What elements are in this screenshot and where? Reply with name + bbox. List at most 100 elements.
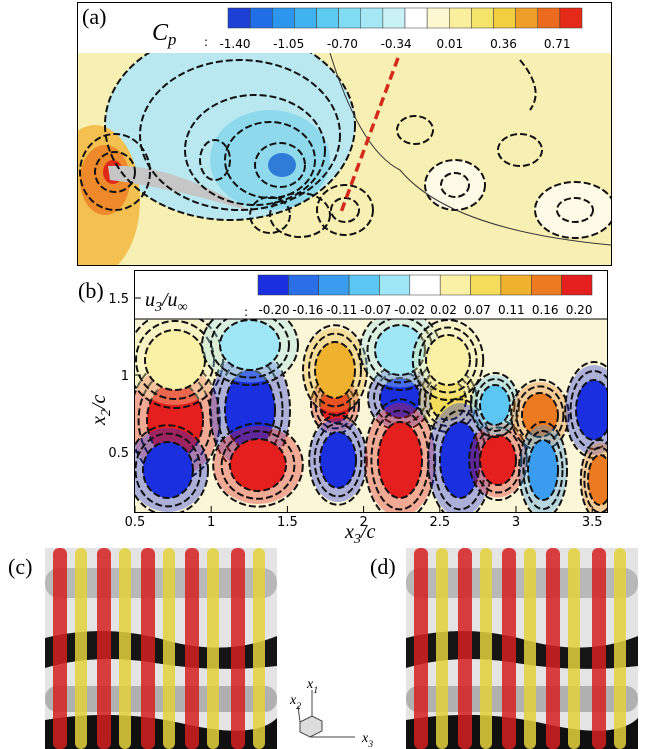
contour-region bbox=[315, 342, 355, 398]
contour-line bbox=[308, 414, 368, 506]
axis-triad: x1 x2 x3 bbox=[289, 677, 373, 749]
contour-line bbox=[579, 439, 607, 512]
colorbar-swatch bbox=[348, 274, 380, 296]
symbol-text: /c bbox=[360, 521, 376, 543]
symbol-text: /u bbox=[161, 289, 178, 311]
x-tick-label: 3 bbox=[512, 515, 520, 530]
axes: 0.5 1 1.5 2 2.5 3 3.5 0.5 1 1.5 bbox=[108, 292, 602, 530]
colorbar-swatch bbox=[227, 7, 251, 29]
colorbar-swatch bbox=[404, 7, 428, 29]
contour-line bbox=[313, 422, 363, 498]
contour-line bbox=[429, 379, 467, 421]
contour-line bbox=[319, 386, 351, 424]
contour-line bbox=[479, 434, 517, 486]
colorbar-tick-label: -0.02 bbox=[394, 303, 425, 317]
x-tick-label: 1.5 bbox=[277, 515, 298, 530]
contour-line bbox=[374, 324, 426, 376]
colorbar-swatch bbox=[257, 274, 289, 296]
colorbar-tick-label: -1.05 bbox=[273, 37, 304, 51]
contour-line bbox=[522, 430, 564, 510]
x-axis-label: x3/c bbox=[344, 521, 375, 547]
colorbar-tick-label: -0.16 bbox=[292, 303, 323, 317]
colorbar-swatch bbox=[272, 7, 295, 29]
contour-line bbox=[135, 432, 202, 508]
contour-line bbox=[379, 377, 421, 419]
isosurface-render bbox=[406, 548, 638, 749]
velocity-contours bbox=[135, 319, 607, 512]
contour-region bbox=[147, 382, 203, 458]
contour-region bbox=[430, 380, 466, 420]
contour-line bbox=[363, 398, 437, 512]
subscript: 2 bbox=[99, 409, 114, 416]
panel-label: (d) bbox=[370, 554, 396, 579]
colorbar-tick-label: 0.20 bbox=[566, 303, 593, 317]
contour-line bbox=[135, 319, 224, 409]
contour-region bbox=[588, 455, 607, 505]
contour-line bbox=[474, 378, 516, 432]
colorbar: -0.20 -0.16 -0.11 -0.07 -0.02 0.02 0.07 0.11 0.1… bbox=[257, 274, 593, 317]
panel-label: (a) bbox=[82, 4, 106, 29]
contour-region bbox=[143, 442, 193, 498]
x-tick-label: 1 bbox=[207, 515, 215, 530]
contour-line bbox=[212, 422, 304, 508]
colorbar-swatch bbox=[439, 274, 471, 296]
colorbar-tick-label: 0.71 bbox=[544, 37, 571, 51]
panel-a: (a) Cp : -1.40 -1.05 -0.70 -0.34 0.01 0.36 0.7… bbox=[77, 2, 612, 266]
subscript: p bbox=[167, 30, 176, 49]
subscript: 1 bbox=[313, 685, 318, 696]
contour-line bbox=[229, 438, 287, 492]
colorbar-swatch bbox=[559, 7, 583, 29]
contour-region bbox=[320, 432, 356, 488]
panel-label: (b) bbox=[78, 278, 104, 303]
colorbar: -1.40 -1.05 -0.70 -0.34 0.01 0.36 0.71 bbox=[219, 7, 583, 51]
contour-region bbox=[480, 435, 516, 485]
contour-region bbox=[225, 370, 275, 450]
symbol-text: C bbox=[152, 20, 169, 46]
colorbar-swatch bbox=[288, 274, 319, 296]
contour-line bbox=[521, 392, 559, 438]
colorbar-swatch bbox=[379, 274, 411, 296]
colorbar-swatch bbox=[531, 274, 562, 296]
symbol-text: x bbox=[344, 521, 354, 543]
colorbar-tick-label: 0.01 bbox=[436, 37, 463, 51]
contour-region bbox=[440, 422, 480, 498]
colorbar-swatch bbox=[360, 7, 384, 29]
colorbar-tick-label: -0.20 bbox=[258, 303, 289, 317]
colorbar-swatch bbox=[449, 7, 472, 29]
contour-line bbox=[308, 332, 362, 408]
contour-region bbox=[528, 440, 558, 500]
subscript: 3 bbox=[154, 300, 162, 315]
colorbar-swatch bbox=[426, 7, 450, 29]
colorbar-tick-label: 0.16 bbox=[532, 303, 559, 317]
triad-label: x1 bbox=[306, 677, 318, 696]
colorbar-swatch bbox=[338, 7, 361, 29]
y-axis-label: x2/c bbox=[88, 395, 114, 426]
contour-line bbox=[210, 319, 290, 379]
symbol-text: x bbox=[289, 693, 297, 708]
colorbar-symbol: Cp bbox=[152, 20, 176, 49]
contour-line bbox=[302, 324, 368, 416]
colorbar-swatch bbox=[409, 274, 441, 296]
colorbar-swatch bbox=[471, 7, 494, 29]
panel-c: (c) bbox=[8, 548, 277, 749]
pressure-contours bbox=[78, 53, 611, 265]
contour-region bbox=[220, 320, 280, 370]
colorbar-tick-label: 0.11 bbox=[498, 303, 525, 317]
panel-d: (d) bbox=[370, 548, 638, 749]
contour-region bbox=[426, 335, 470, 385]
contour-line bbox=[219, 319, 281, 371]
colorbar-separator: : bbox=[204, 35, 208, 49]
colorbar-tick-label: -0.34 bbox=[381, 37, 412, 51]
y-tick-label: 1 bbox=[121, 369, 129, 384]
contour-line bbox=[370, 409, 430, 511]
subscript: 3 bbox=[367, 739, 373, 749]
colorbar-tick-label: 0.02 bbox=[430, 303, 457, 317]
contour-region bbox=[378, 422, 422, 498]
contour-line bbox=[473, 426, 523, 494]
y-tick-label: 1.5 bbox=[108, 292, 129, 307]
symbol-text: x bbox=[88, 416, 110, 426]
subscript: 2 bbox=[296, 701, 301, 712]
y-tick-label: 0.5 bbox=[108, 446, 129, 461]
x-tick-label: 2.5 bbox=[429, 515, 450, 530]
